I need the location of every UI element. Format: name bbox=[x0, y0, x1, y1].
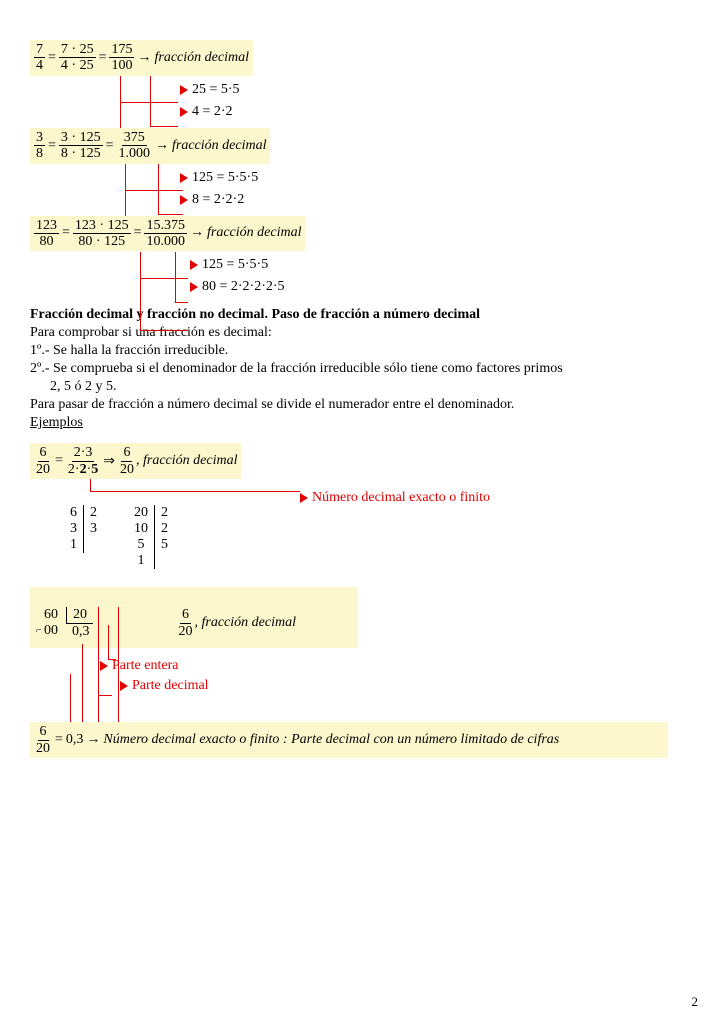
arrow-icon bbox=[300, 493, 308, 503]
text-section: Fracción decimal y fracción no decimal. … bbox=[30, 307, 698, 431]
formula-4: 620 = 2·32·2·5 ⇒ 620 , fracción decimal bbox=[30, 443, 241, 479]
formula-1: 74 = 7 · 254 · 25 = 175100 → fracción de… bbox=[30, 40, 253, 76]
factors-3: 125 = 5·5·5 80 = 2·2·2·2·5 bbox=[190, 257, 698, 295]
arrow-icon bbox=[180, 85, 188, 95]
examples-label: Ejemplos bbox=[30, 415, 698, 431]
quotient: 0,3 bbox=[66, 624, 93, 640]
example-1: 74 = 7 · 254 · 25 = 175100 → fracción de… bbox=[30, 40, 698, 120]
paragraph: Para comprobar si una fracción es decima… bbox=[30, 325, 698, 341]
example-4: 620 = 2·32·2·5 ⇒ 620 , fracción decimal … bbox=[30, 443, 698, 569]
paragraph: 2, 5 ó 2 y 5. bbox=[50, 379, 698, 395]
arrow-icon bbox=[180, 195, 188, 205]
paragraph: 2º.- Se comprueba si el denominador de l… bbox=[30, 361, 698, 377]
arrow-icon bbox=[190, 260, 198, 270]
factors-1: 25 = 5·5 4 = 2·2 bbox=[180, 82, 698, 120]
example-3: 12380 = 123 · 12580 · 125 = 15.37510.000… bbox=[30, 216, 698, 296]
parte-decimal: Parte decimal bbox=[132, 678, 209, 694]
heading: Fracción decimal y fracción no decimal. … bbox=[30, 307, 480, 322]
arrow-icon bbox=[120, 681, 128, 691]
factor-trees: 6 3 1 2 3 20 10 5 1 2 2 5 bbox=[70, 505, 698, 569]
arrow-icon bbox=[190, 282, 198, 292]
final-text: Número decimal exacto o finito : Parte d… bbox=[103, 732, 559, 748]
paragraph: 1º.- Se halla la fracción irreducible. bbox=[30, 343, 698, 359]
formula-3: 12380 = 123 · 12580 · 125 = 15.37510.000… bbox=[30, 216, 305, 252]
arrow-icon bbox=[180, 107, 188, 117]
label-1: fracción decimal bbox=[154, 50, 248, 66]
long-division: 60 ⌐00 20 0,3 bbox=[44, 607, 93, 640]
label-2: fracción decimal bbox=[172, 138, 266, 154]
parte-entera: Parte entera bbox=[112, 658, 178, 674]
arrow-label: Número decimal exacto o finito bbox=[312, 490, 490, 506]
final-line: 620 = 0,3 → Número decimal exacto o fini… bbox=[30, 722, 698, 758]
formula-2: 38 = 3 · 1258 · 125 = 3751.000 → fracció… bbox=[30, 128, 270, 164]
factors-2: 125 = 5·5·5 8 = 2·2·2 bbox=[180, 170, 698, 208]
label-3: fracción decimal bbox=[207, 225, 301, 241]
division-block: 60 ⌐00 20 0,3 620 , fracción decimal Par… bbox=[30, 587, 698, 694]
example-2: 38 = 3 · 1258 · 125 = 3751.000 → fracció… bbox=[30, 128, 698, 208]
arrow-icon bbox=[180, 173, 188, 183]
page-number: 2 bbox=[692, 994, 699, 1010]
paragraph: Para pasar de fracción a número decimal … bbox=[30, 397, 698, 413]
label-4: , fracción decimal bbox=[136, 453, 237, 469]
arrow-icon bbox=[100, 661, 108, 671]
